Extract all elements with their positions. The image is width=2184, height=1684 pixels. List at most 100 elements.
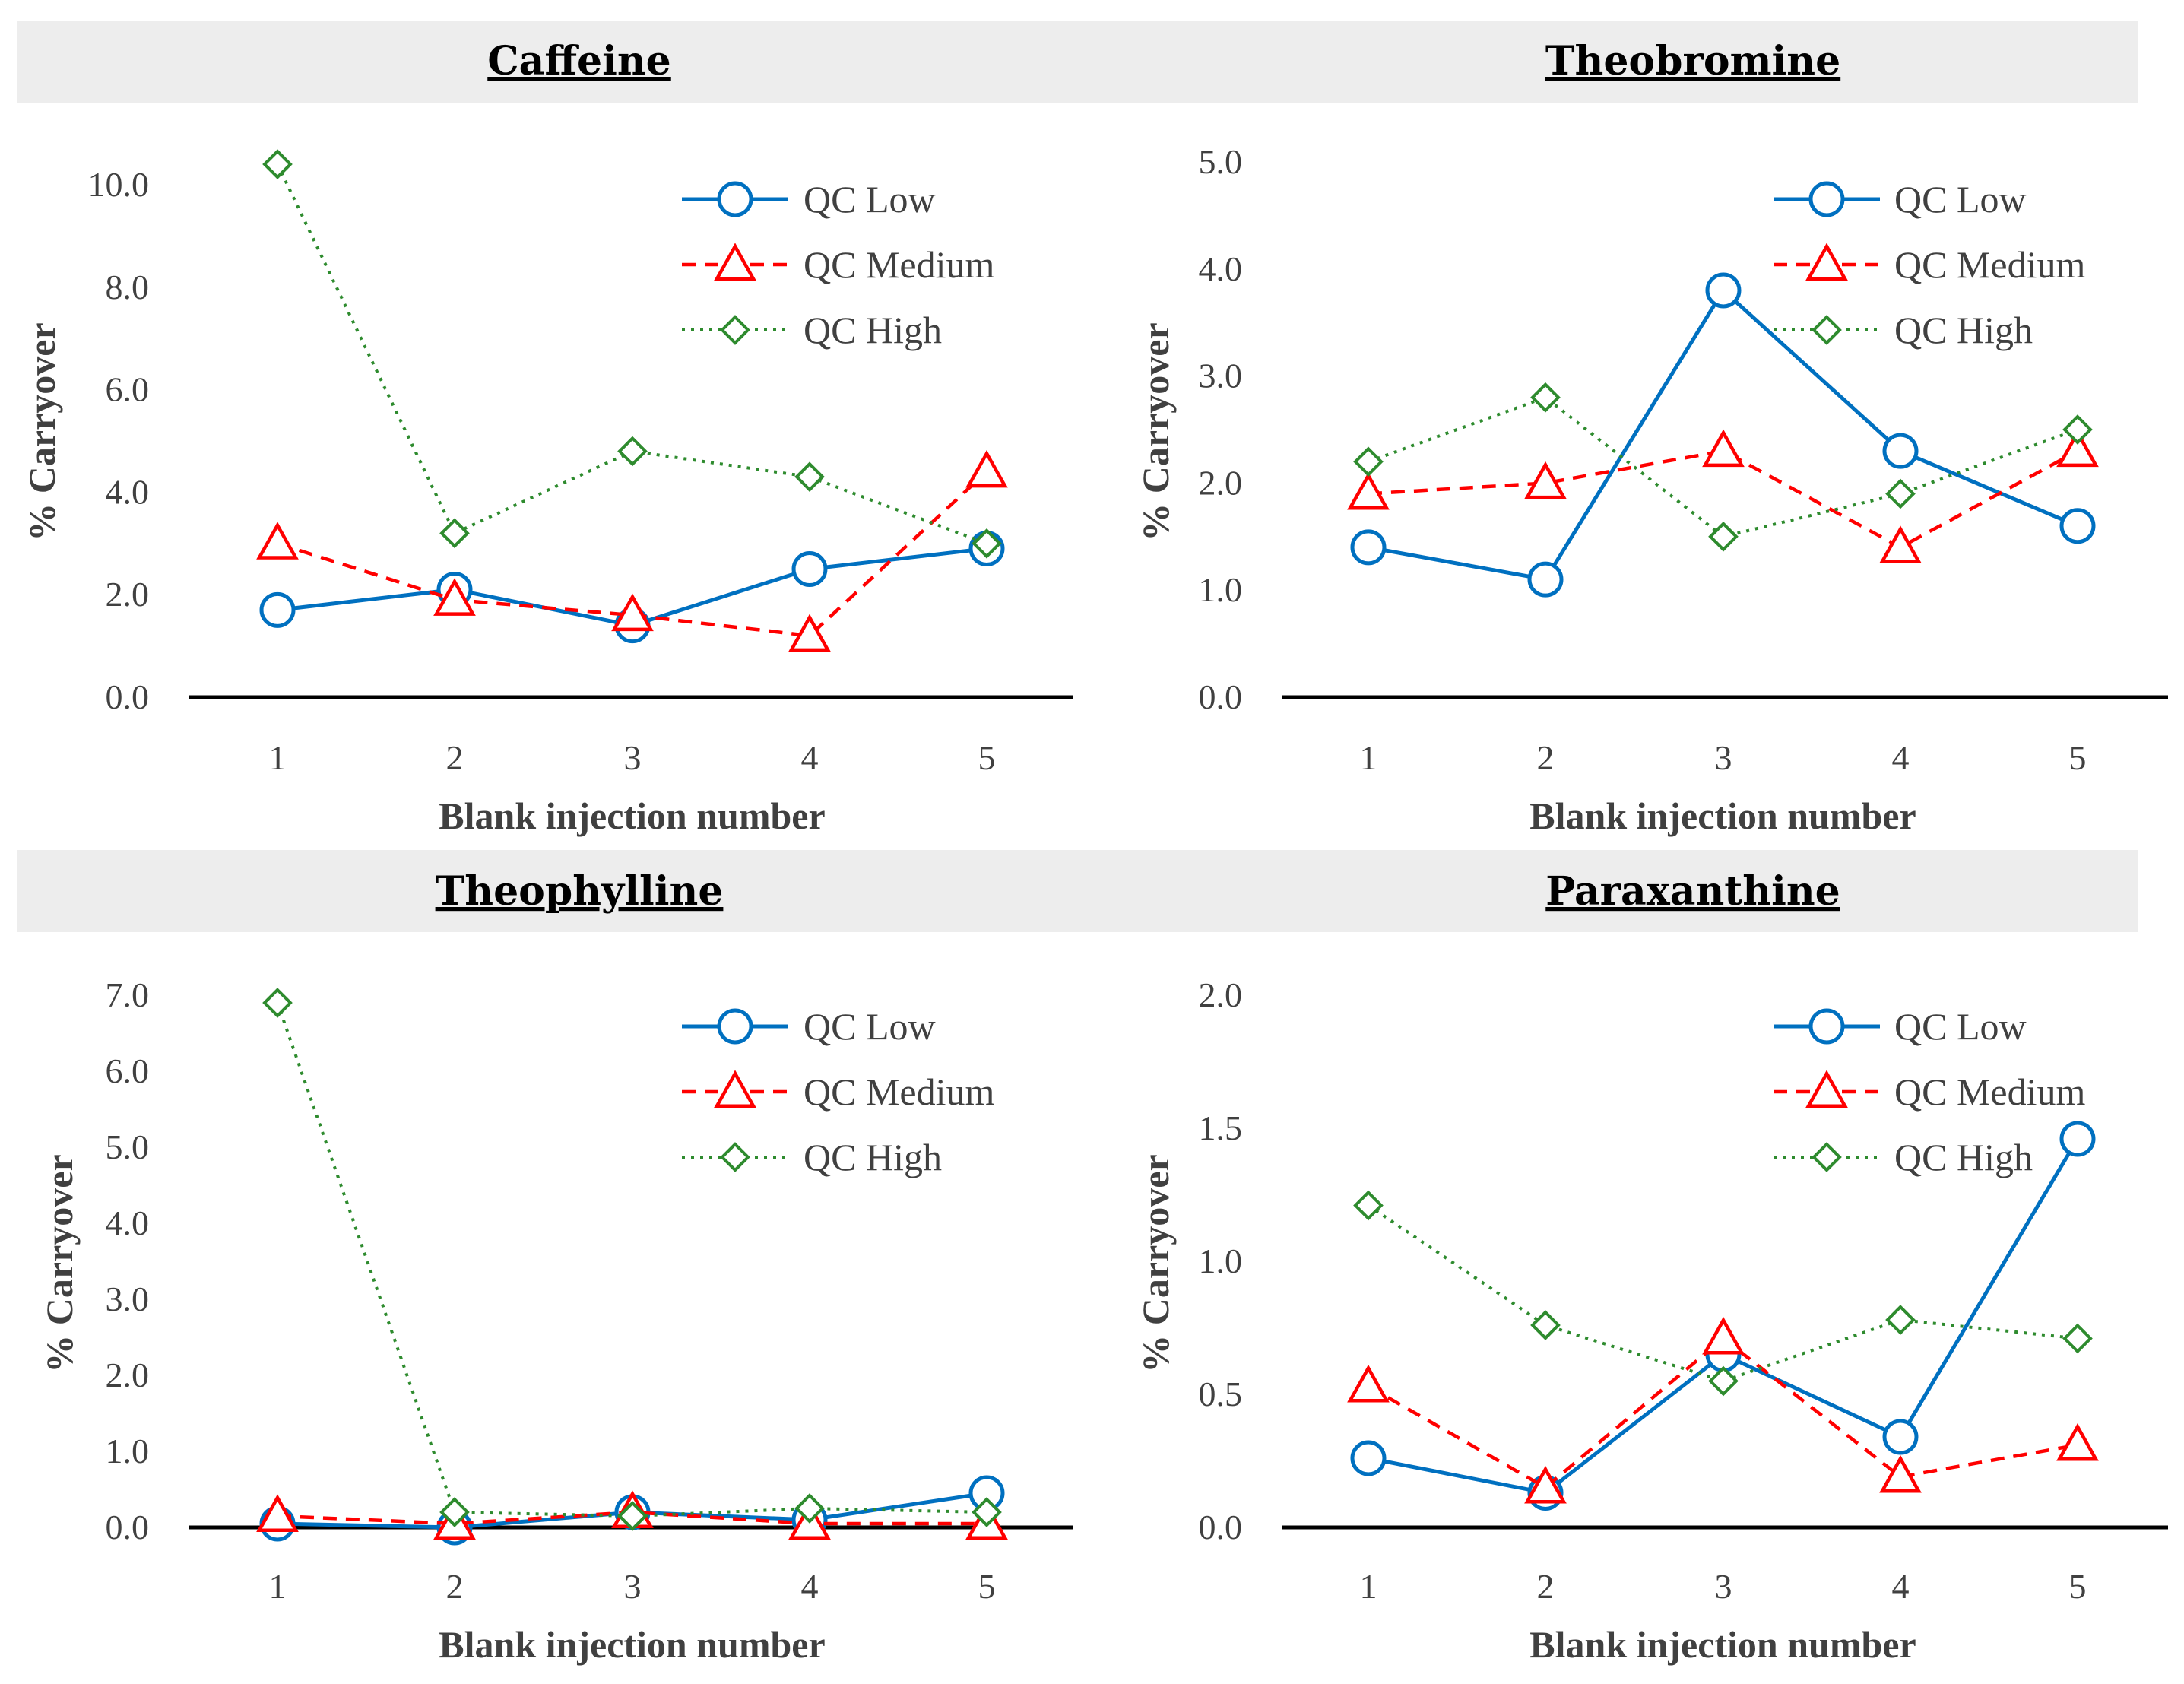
legend-marker bbox=[1805, 243, 1848, 281]
x-tick-label: 3 bbox=[624, 1567, 642, 1606]
y-tick-label: 2.0 bbox=[1199, 463, 1243, 502]
legend-marker bbox=[720, 315, 750, 345]
data-point-qc-low bbox=[1350, 529, 1387, 566]
x-tick-label: 3 bbox=[1715, 738, 1732, 777]
legend-label: QC Medium bbox=[804, 243, 995, 286]
chart-panel-theobromine: Theobromine 0.0 1.0 2.0 3.0 4.0 5.0 1 2 3 4 5 Blank … bbox=[1134, 38, 2168, 837]
data-point-qc-low bbox=[259, 591, 296, 628]
legend-label: QC Medium bbox=[804, 1070, 995, 1113]
data-point-qc-high bbox=[617, 436, 648, 467]
y-axis-title: % Carryover bbox=[21, 322, 63, 541]
y-tick-label: 8.0 bbox=[106, 268, 150, 306]
data-point-qc-high bbox=[1885, 1305, 1916, 1335]
data-point-qc-medium bbox=[256, 1494, 299, 1532]
data-point-qc-high bbox=[1885, 478, 1916, 509]
y-tick-label: 0.0 bbox=[106, 677, 150, 716]
series-line-qc-high bbox=[276, 163, 987, 545]
x-tick-label: 1 bbox=[1360, 1567, 1377, 1606]
y-tick-label: 3.0 bbox=[1199, 357, 1243, 395]
legend-label: QC High bbox=[804, 1136, 942, 1178]
series-line-qc-medium bbox=[1368, 449, 2079, 550]
legend-marker bbox=[1808, 1008, 1845, 1045]
data-point-qc-medium bbox=[965, 449, 1008, 488]
y-tick-label: 5.0 bbox=[106, 1127, 150, 1166]
data-point-qc-high bbox=[1353, 446, 1384, 477]
data-point-qc-high bbox=[794, 461, 825, 493]
legend-marker bbox=[1808, 181, 1845, 217]
y-tick-label: 4.0 bbox=[1199, 249, 1243, 288]
data-point-qc-high bbox=[1708, 1365, 1739, 1397]
x-tick-label: 3 bbox=[1715, 1567, 1732, 1606]
data-point-qc-high bbox=[794, 1493, 825, 1524]
data-point-qc-medium bbox=[611, 593, 654, 632]
legend-label: QC High bbox=[1894, 1136, 2033, 1178]
legend-marker bbox=[720, 1142, 750, 1172]
data-point-qc-high bbox=[439, 1497, 470, 1527]
y-tick-label: 6.0 bbox=[106, 370, 150, 409]
legend-label: QC Low bbox=[804, 178, 936, 220]
x-tick-label: 5 bbox=[978, 1567, 996, 1606]
chart-title: Paraxanthine bbox=[1545, 868, 1840, 915]
chart-panel-theophylline: Theophylline 0.0 1.0 2.0 3.0 4.0 5.0 6.0 7.0 1 2 3 4… bbox=[38, 868, 1073, 1666]
series-line-qc-low bbox=[1368, 1137, 2080, 1495]
x-tick-label: 5 bbox=[2069, 1567, 2087, 1606]
y-tick-label: 0.0 bbox=[106, 1508, 150, 1546]
data-point-qc-low bbox=[1882, 1419, 1919, 1455]
data-point-qc-high bbox=[262, 149, 293, 179]
y-axis-title: % Carryover bbox=[38, 1154, 81, 1372]
legend-marker bbox=[714, 243, 756, 281]
legend-marker bbox=[1812, 1142, 1842, 1172]
y-tick-label: 0.0 bbox=[1199, 1508, 1243, 1546]
y-tick-label: 1.5 bbox=[1199, 1108, 1243, 1147]
x-axis-title: Blank injection number bbox=[439, 1623, 825, 1666]
data-point-qc-low bbox=[1527, 561, 1564, 598]
legend-label: QC Medium bbox=[1894, 243, 2086, 286]
data-point-qc-low bbox=[2059, 1121, 2096, 1157]
chart-panel-caffeine: Caffeine 0.0 2.0 4.0 6.0 8.0 10.0 1 2 3 4 5 Blank in… bbox=[21, 38, 1073, 837]
legend-marker bbox=[1805, 1070, 1848, 1108]
x-tick-label: 1 bbox=[269, 1567, 287, 1606]
legend-label: QC Low bbox=[1894, 178, 2027, 220]
x-tick-label: 4 bbox=[801, 738, 819, 777]
y-tick-label: 2.0 bbox=[106, 575, 150, 614]
x-axis-title: Blank injection number bbox=[1529, 794, 1916, 837]
y-tick-label: 0.5 bbox=[1199, 1375, 1243, 1413]
legend-marker bbox=[717, 1008, 753, 1045]
series-line-qc-high bbox=[1368, 395, 2078, 538]
x-tick-label: 4 bbox=[1892, 738, 1910, 777]
legend-marker bbox=[717, 181, 753, 217]
y-tick-label: 1.0 bbox=[106, 1432, 150, 1470]
x-tick-label: 3 bbox=[624, 738, 642, 777]
data-point-qc-medium bbox=[1879, 525, 1922, 563]
data-point-qc-high bbox=[972, 1497, 1002, 1527]
data-point-qc-high bbox=[2062, 414, 2093, 445]
data-point-qc-medium bbox=[1702, 429, 1745, 468]
legend-label: QC Medium bbox=[1894, 1070, 2086, 1113]
data-point-qc-high bbox=[1708, 521, 1739, 552]
series-line-qc-medium bbox=[277, 470, 988, 638]
legend-label: QC Low bbox=[1894, 1005, 2027, 1048]
chart-title: Theobromine bbox=[1545, 38, 1840, 84]
data-point-qc-medium bbox=[1879, 1454, 1922, 1493]
x-axis-title: Blank injection number bbox=[439, 794, 825, 837]
x-tick-label: 2 bbox=[1537, 1567, 1555, 1606]
x-tick-label: 1 bbox=[269, 738, 287, 777]
legend-label: QC High bbox=[804, 309, 942, 351]
data-point-qc-low bbox=[1350, 1440, 1387, 1476]
legend-label: QC High bbox=[1894, 309, 2033, 351]
data-point-qc-high bbox=[262, 988, 293, 1018]
data-point-qc-high bbox=[2062, 1323, 2093, 1354]
data-point-qc-medium bbox=[1524, 1465, 1567, 1504]
chart-panel-paraxanthine: Paraxanthine 0.0 0.5 1.0 1.5 2.0 1 2 3 4 5 Blank in… bbox=[1134, 868, 2168, 1666]
title-band bbox=[17, 850, 2138, 932]
data-point-qc-medium bbox=[1524, 461, 1567, 499]
y-tick-label: 2.0 bbox=[1199, 975, 1243, 1014]
data-point-qc-high bbox=[617, 1501, 648, 1531]
x-tick-label: 2 bbox=[1537, 738, 1555, 777]
x-tick-label: 2 bbox=[446, 738, 464, 777]
data-point-qc-high bbox=[439, 518, 470, 549]
y-tick-label: 6.0 bbox=[106, 1051, 150, 1090]
data-point-qc-medium bbox=[2056, 429, 2099, 468]
data-point-qc-low bbox=[791, 551, 828, 587]
x-tick-label: 1 bbox=[1360, 738, 1377, 777]
